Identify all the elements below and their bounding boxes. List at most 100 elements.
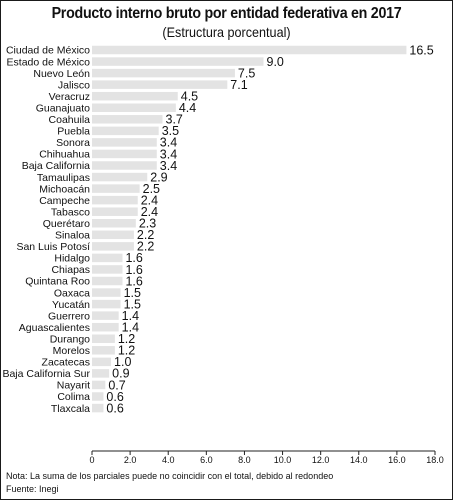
chart-source: Fuente: Inegi xyxy=(6,484,59,494)
category-label: Puebla xyxy=(57,126,90,138)
value-label: 3.5 xyxy=(162,124,179,138)
bar xyxy=(92,403,104,413)
value-label: 2.4 xyxy=(141,193,158,207)
category-label: Baja California Sur xyxy=(2,368,90,380)
value-label: 1.0 xyxy=(114,355,131,369)
value-label: 0.6 xyxy=(106,401,123,415)
category-label: Querétaro xyxy=(43,218,90,230)
bar xyxy=(92,380,106,390)
category-label: Hidalgo xyxy=(54,253,90,265)
category-label: Oaxaca xyxy=(54,287,90,299)
value-label: 3.4 xyxy=(160,147,177,161)
bar xyxy=(92,219,136,228)
bar-chart: Ciudad de México 16.5 Estado de México 9.0 N… xyxy=(2,43,444,465)
x-tick-label: 14.0 xyxy=(350,455,368,465)
bar xyxy=(92,103,176,112)
category-label: Michoacán xyxy=(39,183,90,195)
value-label: 2.2 xyxy=(137,240,154,254)
category-label: Tabasco xyxy=(51,206,90,218)
category-label: Ciudad de México xyxy=(6,45,90,57)
bar xyxy=(92,288,121,297)
category-label: Guanajuato xyxy=(36,102,90,114)
category-label: Zacatecas xyxy=(42,357,90,369)
category-label: Guerrero xyxy=(48,310,90,322)
bar xyxy=(92,138,157,147)
category-label: Morelos xyxy=(53,345,90,357)
value-label: 4.5 xyxy=(181,90,198,104)
value-label: 0.9 xyxy=(112,367,129,381)
chart-subtitle: (Estructura porcentual) xyxy=(162,24,291,40)
x-tick-label: 2.0 xyxy=(124,455,137,465)
bar xyxy=(92,299,121,309)
chart-title: Producto interno bruto por entidad feder… xyxy=(51,5,402,22)
value-label: 1.6 xyxy=(125,251,142,265)
bar xyxy=(92,57,264,66)
value-label: 3.4 xyxy=(160,136,177,150)
value-label: 0.6 xyxy=(106,390,123,404)
x-tick-label: 4.0 xyxy=(162,455,175,465)
value-label: 1.6 xyxy=(125,263,142,277)
value-label: 0.7 xyxy=(108,378,125,392)
bar xyxy=(92,68,235,78)
value-label: 1.6 xyxy=(125,274,142,288)
x-tick-label: 10.0 xyxy=(274,455,292,465)
chart-note: Nota: La suma de los parciales puede no … xyxy=(6,471,334,481)
value-label: 2.9 xyxy=(150,170,167,184)
bar xyxy=(92,253,123,263)
x-tick-label: 8.0 xyxy=(238,455,251,465)
x-tick-label: 0 xyxy=(89,455,94,465)
value-label: 3.4 xyxy=(160,159,177,173)
bar xyxy=(92,45,407,55)
bar xyxy=(92,91,178,101)
bar xyxy=(92,334,115,343)
value-label: 1.2 xyxy=(118,344,135,358)
value-label: 2.4 xyxy=(141,205,158,219)
category-label: Sinaloa xyxy=(55,230,90,242)
category-label: Yucatán xyxy=(52,299,90,311)
bar xyxy=(92,369,110,378)
value-label: 16.5 xyxy=(409,43,433,57)
value-label: 2.5 xyxy=(143,182,160,196)
category-label: Chihuahua xyxy=(39,149,90,161)
bar xyxy=(92,184,140,193)
value-label: 1.5 xyxy=(124,286,141,300)
category-label: Colima xyxy=(57,391,90,403)
value-label: 1.4 xyxy=(122,309,139,323)
category-label: Tamaulipas xyxy=(37,172,90,184)
category-label: Tlaxcala xyxy=(51,403,90,415)
bar xyxy=(92,80,228,89)
category-label: Veracruz xyxy=(49,91,90,103)
x-tick-label: 16.0 xyxy=(388,455,406,465)
value-label: 2.2 xyxy=(137,228,154,242)
value-label: 7.1 xyxy=(230,78,247,92)
bar xyxy=(92,265,123,274)
category-label: San Luis Potosí xyxy=(16,241,90,253)
bar xyxy=(92,311,119,320)
category-label: Coahuila xyxy=(49,114,91,126)
value-label: 1.5 xyxy=(124,297,141,311)
value-label: 3.7 xyxy=(166,113,183,127)
category-label: Quintana Roo xyxy=(25,276,90,288)
bar xyxy=(92,230,134,240)
value-label: 9.0 xyxy=(267,55,284,69)
category-label: Jalisco xyxy=(58,79,90,91)
value-label: 1.4 xyxy=(122,321,139,335)
bar xyxy=(92,172,148,182)
category-label: Baja California xyxy=(22,160,90,172)
category-label: Nayarit xyxy=(57,380,90,392)
x-tick-label: 18.0 xyxy=(426,455,444,465)
value-label: 7.5 xyxy=(238,66,255,80)
bar xyxy=(92,346,115,355)
bar xyxy=(92,161,157,170)
bar xyxy=(92,322,119,332)
category-label: Sonora xyxy=(56,137,90,149)
bar xyxy=(92,242,134,251)
value-label: 1.2 xyxy=(118,332,135,346)
bar xyxy=(92,207,138,216)
bar xyxy=(92,357,112,367)
bar xyxy=(92,392,104,401)
category-label: Chiapas xyxy=(51,264,90,276)
category-label: Campeche xyxy=(39,195,90,207)
value-label: 4.4 xyxy=(179,101,196,115)
